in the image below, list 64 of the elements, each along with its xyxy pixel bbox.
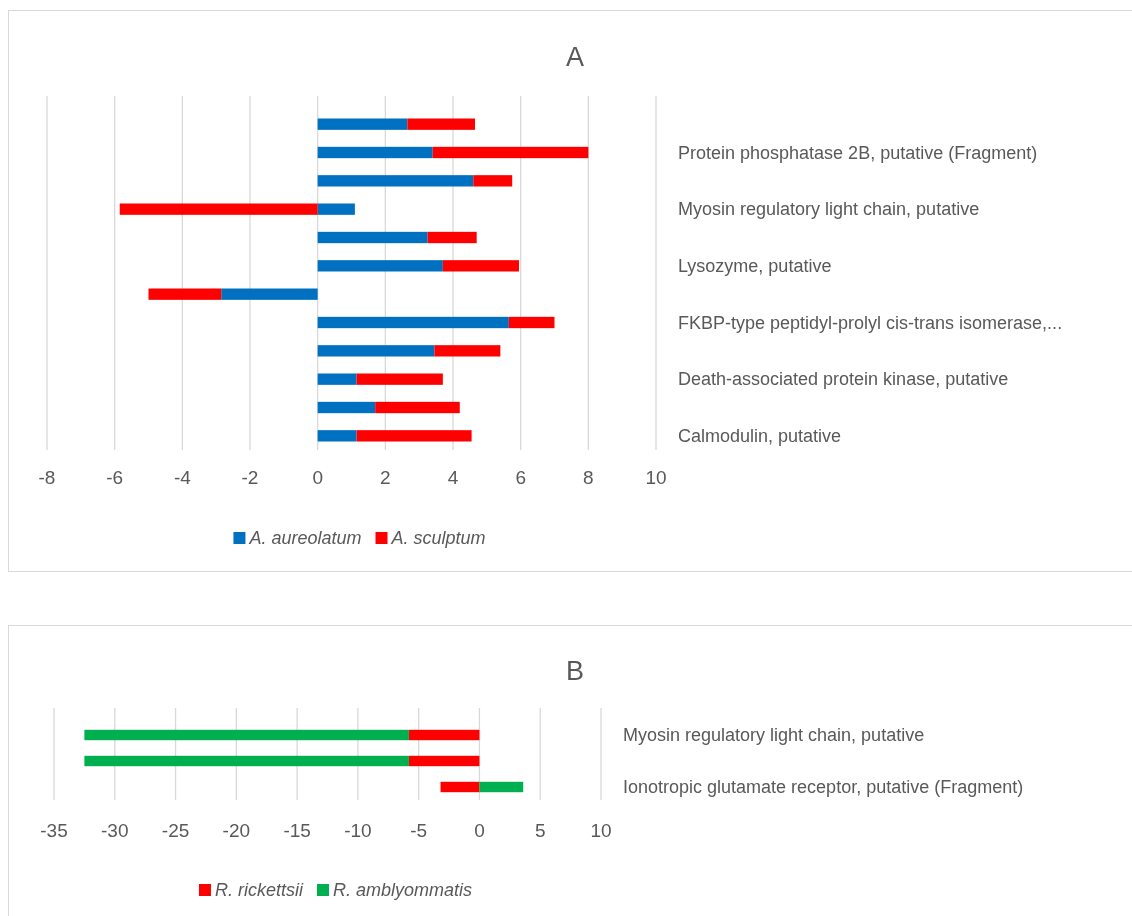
x-tick-label: -2 [241, 467, 259, 488]
bar [84, 755, 409, 767]
bar [434, 345, 501, 357]
bar [479, 781, 524, 793]
chart-title: A [565, 42, 585, 72]
x-tick-label: 0 [474, 820, 485, 841]
legend-label: A. aureolatum [248, 528, 362, 549]
bar [317, 118, 408, 130]
y-tick-label: Myosin regulatory light chain, putative [678, 199, 980, 220]
bar [407, 118, 475, 130]
bar [473, 175, 513, 187]
x-tick-label: -8 [38, 467, 56, 488]
bar [408, 755, 480, 767]
x-tick-label: 2 [380, 467, 391, 488]
x-tick-label: -6 [106, 467, 124, 488]
x-tick-label: 6 [515, 467, 526, 488]
bar [317, 430, 357, 442]
bar [440, 781, 480, 793]
y-tick-label: Myosin regulatory light chain, putative [623, 725, 925, 746]
x-tick-label: -30 [101, 820, 129, 841]
y-tick-label: Calmodulin, putative [678, 426, 842, 447]
bar [317, 146, 433, 159]
y-tick-label: FKBP-type peptidyl-prolyl cis-trans isomerase,... [678, 312, 1063, 333]
bar [119, 203, 318, 215]
x-tick-label: -20 [222, 820, 251, 841]
x-tick-label: 10 [590, 820, 612, 841]
bar [317, 401, 376, 414]
x-tick-label: 4 [447, 467, 459, 488]
y-tick-label: Death-associated protein kinase, putative [678, 369, 1009, 390]
bar [442, 260, 519, 272]
bar [317, 373, 357, 385]
bar [148, 288, 222, 300]
bar [408, 729, 480, 741]
bar [317, 175, 474, 187]
x-tick-label: -15 [283, 820, 311, 841]
bar [508, 316, 555, 329]
bar [221, 288, 318, 300]
bar [317, 345, 435, 357]
y-tick-label: Lysozyme, putative [678, 256, 832, 277]
x-tick-label: -4 [173, 467, 192, 488]
bar [356, 373, 443, 385]
x-tick-label: -5 [410, 820, 428, 841]
x-tick-label: 5 [534, 820, 546, 841]
x-tick-label: 10 [645, 467, 667, 488]
x-tick-label: 0 [312, 467, 323, 488]
x-tick-label: 8 [583, 467, 594, 488]
legend-label: R. amblyommatis [332, 880, 473, 901]
bar [317, 316, 509, 329]
x-tick-label: -25 [161, 820, 190, 841]
legend-label: R. rickettsii [214, 880, 304, 901]
bar [375, 401, 460, 414]
bar [432, 146, 589, 159]
x-tick-label: -35 [40, 820, 68, 841]
bar [356, 430, 472, 442]
x-tick-label: -10 [344, 820, 372, 841]
chart-title: B [565, 656, 585, 686]
y-tick-label: Ionotropic glutamate receptor, putative (Fragment) [623, 777, 1024, 798]
bar [317, 260, 443, 272]
bar [317, 231, 428, 244]
y-tick-label: Protein phosphatase 2B, putative (Fragment) [678, 142, 1038, 163]
bar [317, 203, 355, 215]
legend-label: A. sculptum [390, 528, 486, 549]
bar [427, 231, 477, 244]
bar [84, 729, 409, 741]
